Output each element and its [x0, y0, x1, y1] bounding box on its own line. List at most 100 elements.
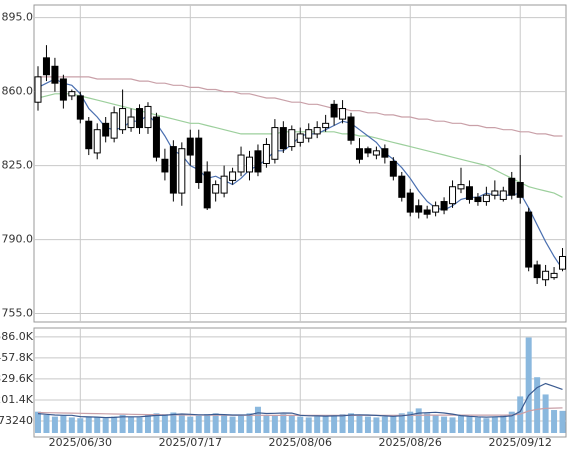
volume-bar: [314, 416, 321, 433]
x-tick-label: 2025/08/26: [379, 436, 442, 449]
volume-bar: [221, 414, 228, 433]
volume-bar: [364, 416, 371, 433]
volume-bar: [559, 410, 566, 433]
candle-body: [508, 177, 516, 196]
candle-body: [127, 116, 135, 129]
volume-bar: [483, 418, 490, 433]
volume-bar: [356, 415, 363, 433]
x-tick-label: 2025/08/06: [269, 436, 332, 449]
candle-body: [136, 108, 144, 129]
volume-bar: [517, 396, 524, 433]
volume-bar: [398, 413, 405, 433]
candle-body: [389, 160, 397, 177]
candle-body: [178, 148, 186, 194]
volume-bar: [51, 416, 58, 433]
volume-bar: [424, 413, 431, 433]
volume-bar: [119, 414, 126, 433]
volume-bar: [77, 418, 84, 433]
candle-body: [42, 57, 50, 76]
candle-body: [279, 127, 287, 150]
y-tick-label: 825.0: [2, 159, 34, 172]
volume-bar: [238, 415, 245, 433]
candle-body: [254, 150, 262, 173]
volume-bar: [35, 411, 41, 433]
candle-body: [313, 127, 321, 135]
candle-body: [381, 148, 389, 158]
volume-bar: [153, 413, 160, 433]
candle-body: [322, 122, 330, 129]
candle-body: [203, 171, 211, 209]
candle-body: [34, 76, 42, 103]
volume-bar: [432, 414, 439, 433]
y-tick-label: 860.0: [2, 85, 34, 98]
volume-bar: [212, 413, 219, 433]
candle-body: [499, 190, 507, 200]
volume-bar: [390, 414, 397, 433]
volume-bar: [85, 416, 92, 433]
x-tick-label: 2025/09/12: [489, 436, 552, 449]
volume-bar: [254, 406, 261, 433]
candle-body: [533, 264, 541, 279]
volume-bar: [94, 417, 101, 433]
candle-body: [229, 171, 237, 181]
volume-bar: [43, 414, 50, 433]
volume-bar: [195, 415, 202, 433]
candle-body: [491, 190, 499, 196]
candle-body: [186, 137, 194, 156]
candle-body: [440, 201, 448, 211]
volume-bar: [474, 417, 481, 433]
candle-body: [237, 154, 245, 173]
candle-body: [220, 175, 228, 194]
candle-body: [93, 129, 101, 154]
candle-body: [271, 127, 279, 160]
volume-bar: [111, 416, 118, 433]
candle-body: [525, 211, 533, 268]
candle-body: [262, 143, 270, 164]
volume-bar: [68, 417, 75, 433]
volume-bar: [229, 416, 236, 433]
volume-bar: [458, 415, 464, 433]
volume-bar: [466, 416, 473, 433]
volume-bar: [263, 414, 270, 433]
y-tick-label: 329.6K: [0, 372, 34, 385]
y-tick-label: 790.0: [2, 233, 34, 246]
candle-body: [246, 156, 253, 173]
candle-body: [305, 129, 313, 139]
candle-body: [76, 95, 84, 120]
candle-body: [59, 78, 67, 101]
volume-bar: [102, 418, 109, 433]
volume-bar: [271, 415, 278, 433]
candle-body: [372, 150, 380, 156]
volume-bar: [60, 415, 67, 433]
volume-bar: [170, 412, 177, 433]
candle-body: [406, 192, 414, 213]
volume-bar: [187, 416, 194, 433]
candle-body: [330, 103, 338, 118]
candle-body: [355, 148, 363, 160]
volume-bar: [322, 415, 329, 433]
volume-bar: [246, 413, 253, 433]
volume-bar: [491, 416, 498, 433]
volume-bar: [178, 414, 185, 433]
x-tick-label: 2025/07/17: [159, 436, 222, 449]
candle-body: [68, 91, 76, 97]
volume-bar: [128, 416, 135, 433]
moving-average-line: [38, 76, 563, 137]
candle-body: [364, 148, 372, 154]
y-tick-label: 755.0: [2, 307, 34, 320]
candle-body: [457, 184, 465, 190]
candle-body: [465, 186, 473, 200]
candle-body: [51, 65, 59, 84]
candle-body: [144, 105, 152, 129]
volume-bar: [136, 417, 143, 433]
y-tick-label: 457.8K: [0, 351, 34, 364]
volume-bar: [441, 416, 448, 433]
candle-body: [152, 116, 160, 158]
volume-bar: [534, 377, 541, 433]
volume-bar: [381, 416, 388, 433]
volume-bar: [407, 411, 414, 433]
moving-average-line: [37, 382, 563, 419]
y-tick-label: 586.0K: [0, 330, 34, 343]
volume-bar: [373, 417, 380, 433]
